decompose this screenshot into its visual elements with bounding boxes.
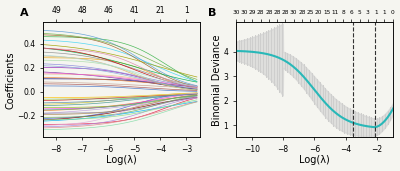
Text: B: B: [208, 8, 216, 18]
Text: A: A: [20, 8, 28, 18]
X-axis label: Log(λ): Log(λ): [299, 155, 330, 166]
Y-axis label: Coefficients: Coefficients: [6, 51, 16, 109]
X-axis label: Log(λ): Log(λ): [106, 155, 137, 166]
Y-axis label: Binomial Deviance: Binomial Deviance: [212, 34, 222, 126]
